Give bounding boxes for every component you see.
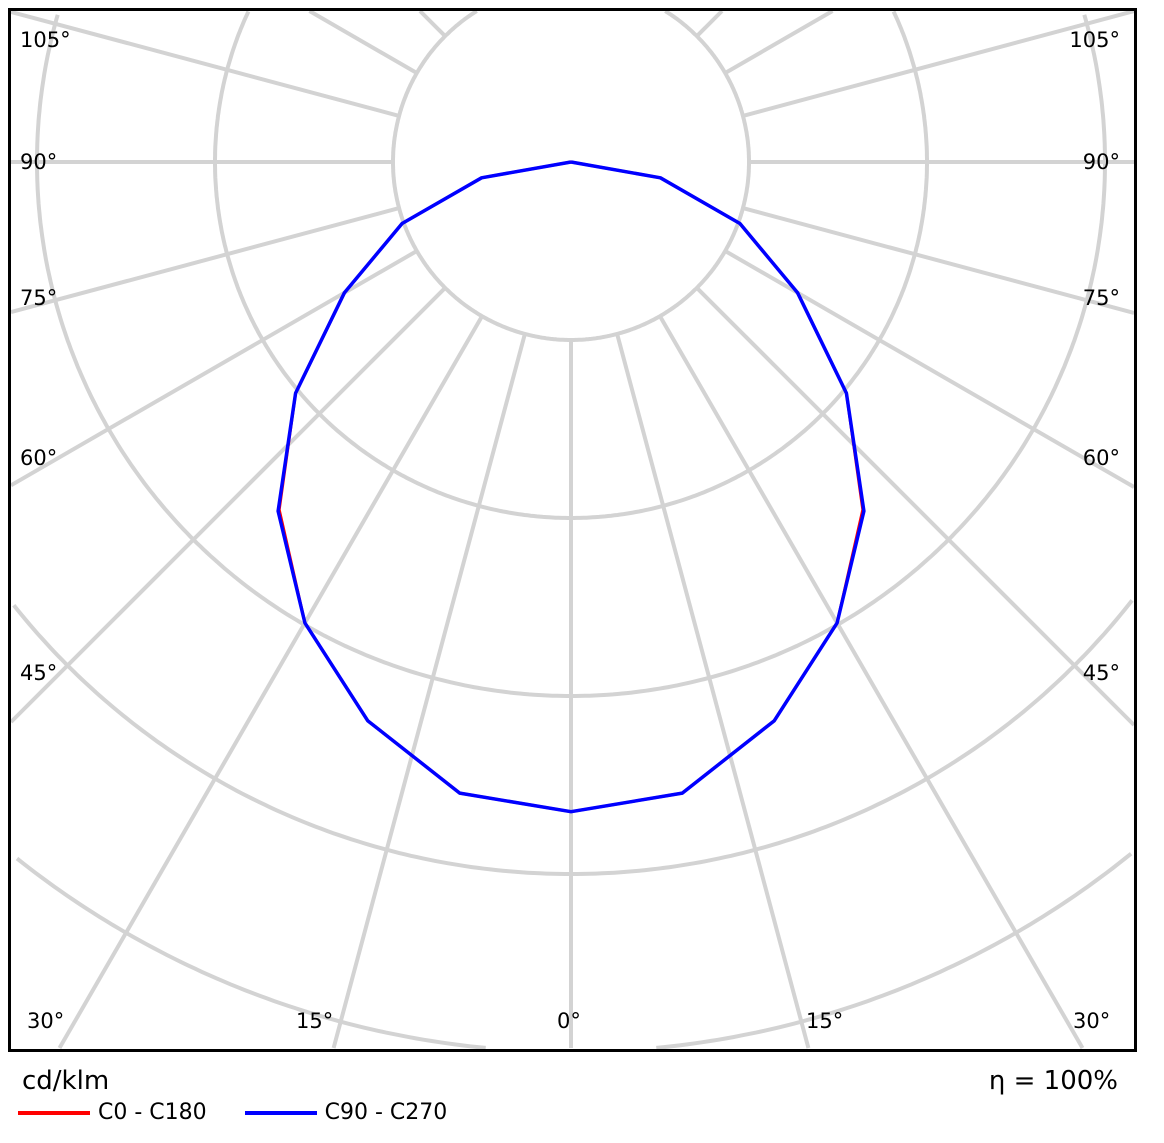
unit-label: cd/klm [22,1066,110,1096]
curves [276,160,866,814]
angle-label-right-90: 90° [1082,150,1120,174]
chart-frame [8,8,1137,1052]
grid-spoke [10,206,400,315]
grid-ring [213,10,571,520]
angle-label-bottom-30-right: 30° [1073,1009,1111,1033]
angle-label-bottom-30-left: 30° [27,1009,65,1033]
angle-label-left-90: 90° [20,150,58,174]
grid-ring [12,603,571,876]
legend-label: C90 - C270 [324,1100,448,1125]
grid-ring [571,10,929,520]
grid-ring [391,9,571,342]
grid-ring [571,14,1107,698]
grid-spoke [9,249,418,488]
angle-label-left-105: 105° [20,28,71,52]
angle-label-bottom-15-right: 15° [806,1009,844,1033]
grid-spoke [724,249,1135,489]
series-curve-c90-c270 [276,160,866,814]
angle-label-right-45: 45° [1082,661,1120,685]
grid-spoke [10,9,400,118]
angle-label-bottom-15-left: 15° [296,1009,334,1033]
polar-grid [9,9,1136,1050]
angle-label-right-60: 60° [1082,446,1120,470]
grid-spoke [418,9,447,38]
angle-label-left-60: 60° [20,446,58,470]
efficiency-label: η = 100% [988,1066,1118,1096]
grid-ring [656,852,1133,1050]
grid-spoke [658,315,1085,1049]
grid-spoke [308,9,418,75]
angle-label-left-75: 75° [20,286,58,310]
grid-ring [15,856,486,1050]
grid-spoke [695,286,1136,727]
legend-swatch-blue [244,1111,317,1115]
angle-label-left-45: 45° [20,661,58,685]
grid-ring [571,9,751,342]
grid-spoke [331,333,527,1049]
legend-item-c90-c270: C90 - C270 [244,1100,448,1126]
legend-item-c0-c180: C0 - C180 [18,1100,207,1126]
grid-spoke [57,315,484,1049]
grid-spoke [9,286,447,724]
grid-ring [35,14,571,698]
grid-spoke [695,9,724,38]
angle-label-bottom-0: 0° [557,1009,581,1033]
legend: C0 - C180 C90 - C270 [18,1100,485,1126]
legend-swatch-red [18,1111,90,1115]
grid-spoke [724,9,834,75]
legend-label: C0 - C180 [98,1100,207,1125]
angle-label-right-105: 105° [1069,28,1120,52]
grid-spoke [615,333,811,1049]
grid-spoke [742,9,1135,118]
grid-ring [571,599,1134,876]
angle-label-right-75: 75° [1082,286,1120,310]
grid-spoke [742,206,1135,315]
